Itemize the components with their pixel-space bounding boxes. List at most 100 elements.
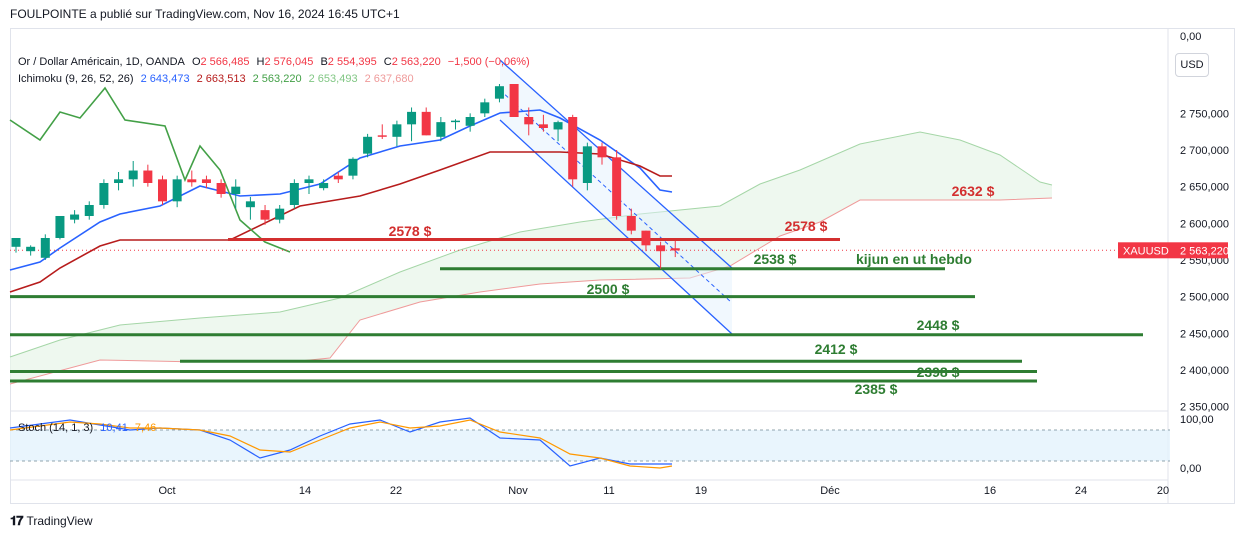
h-value: 2 576,045	[264, 56, 314, 68]
currency-button[interactable]: USD	[1175, 53, 1209, 77]
b-label: B	[320, 56, 328, 68]
y-tick-2: 2 650,000	[1180, 182, 1229, 194]
span-b-value: 2 637,680	[364, 73, 414, 85]
ohlc-legend: Or / Dollar Américain, 1D, OANDA O2 566,…	[18, 56, 534, 68]
y-tick-5: 2 500,000	[1180, 292, 1229, 304]
level-label-3: 2448 $	[917, 317, 960, 333]
candle-body-35	[524, 117, 534, 125]
candle-body-2	[40, 237, 50, 258]
y-tick-0: 2 750,000	[1180, 108, 1229, 120]
price-badge-value: 2 563,220	[1180, 245, 1229, 257]
x-tick-9: 20	[1157, 485, 1169, 497]
candle-body-11	[172, 179, 182, 202]
change-value: −1,500 (−0,06%)	[447, 56, 530, 68]
candle-body-36	[538, 124, 548, 129]
candle-body-26	[392, 124, 402, 137]
candle-body-39	[582, 146, 592, 183]
candle-body-24	[363, 136, 373, 154]
publisher-line: FOULPOINTE a publié sur TradingView.com,…	[10, 7, 400, 21]
candle-body-33	[494, 86, 504, 99]
stoch-legend: Stoch (14, 1, 3) 10,41 7,46	[18, 422, 160, 434]
x-tick-0: Oct	[158, 485, 175, 497]
candle-body-13	[201, 179, 211, 183]
candle-body-42	[626, 215, 636, 231]
o-label: O	[191, 56, 201, 68]
tradingview-logo-icon: 𝟏𝟕	[10, 513, 24, 528]
chikou-value: 2 563,220	[252, 73, 302, 85]
tenkan-value: 2 643,473	[140, 73, 190, 85]
candle-body-28	[421, 111, 431, 136]
stoch-band	[10, 430, 1170, 461]
candle-body-41	[612, 157, 622, 216]
span-a-value: 2 653,493	[308, 73, 358, 85]
candle-body-44	[656, 245, 666, 252]
x-tick-6: Déc	[820, 485, 840, 497]
price-badge	[1118, 242, 1228, 259]
tenkan-line	[9, 109, 673, 271]
candle-body-21	[319, 182, 329, 189]
b-value: 2 554,395	[327, 56, 377, 68]
ichimoku-cloud	[10, 132, 1052, 384]
candle-body-23	[348, 158, 358, 176]
candle-body-40	[597, 146, 607, 158]
channel-lower-line	[499, 119, 733, 335]
candle-body-25	[377, 135, 387, 137]
candle-body-31	[465, 117, 475, 126]
span-b-label: 2632 $	[952, 183, 995, 199]
top-tick: 0,00	[1180, 31, 1201, 43]
candle-body-45	[670, 248, 680, 251]
candle-body-5	[84, 204, 94, 216]
y-tick-7: 2 400,000	[1180, 365, 1229, 377]
x-tick-1: 14	[299, 485, 311, 497]
y-tick-1: 2 700,000	[1180, 145, 1229, 157]
candle-body-19	[289, 182, 299, 205]
candle-body-29	[436, 122, 446, 137]
candle-body-22	[333, 175, 343, 180]
candle-body-14	[216, 182, 226, 194]
x-tick-7: 16	[984, 485, 996, 497]
channel-resist-label: 2578 $	[785, 218, 828, 234]
c-label: C	[383, 56, 392, 68]
x-tick-2: 22	[390, 485, 402, 497]
candle-body-9	[143, 170, 153, 183]
y-tick-3: 2 600,000	[1180, 218, 1229, 230]
ichimoku-label: Ichimoku (9, 26, 52, 26)	[18, 73, 134, 85]
candle-body-34	[509, 84, 519, 118]
candle-body-43	[641, 230, 651, 246]
level-label-5: 2398 $	[917, 364, 960, 380]
ichimoku-legend: Ichimoku (9, 26, 52, 26) 2 643,473 2 663…	[18, 73, 418, 85]
candle-body-3	[55, 215, 65, 238]
candle-body-0	[11, 237, 21, 247]
price-badge-symbol: XAUUSD	[1123, 245, 1169, 257]
chikou-line	[9, 86, 291, 253]
stoch-d-line	[9, 419, 673, 469]
candle-body-7	[114, 179, 124, 183]
y-tick-6: 2 450,000	[1180, 328, 1229, 340]
level-label-4: 2412 $	[815, 341, 858, 357]
stoch-label: Stoch (14, 1, 3)	[18, 422, 94, 434]
x-tick-4: 11	[603, 485, 614, 497]
footer-brand[interactable]: 𝟏𝟕 TradingView	[10, 513, 93, 529]
kijun-annotation: kijun en ut hebdo	[856, 251, 972, 267]
candle-body-27	[407, 111, 417, 125]
candle-body-6	[99, 182, 109, 205]
level-label-2: 2500 $	[587, 281, 630, 297]
candle-body-32	[480, 102, 490, 114]
o-value: 2 566,485	[200, 56, 250, 68]
candle-body-12	[187, 179, 197, 183]
candle-body-15	[231, 186, 241, 194]
chart-frame	[10, 28, 1235, 504]
candle-body-17	[260, 210, 270, 220]
stoch-k-value: 10,41	[100, 422, 128, 434]
candle-body-8	[128, 170, 138, 180]
candle-body-10	[158, 179, 167, 202]
stoch-d-value: 7,46	[134, 422, 157, 434]
candle-body-30	[451, 120, 460, 123]
c-value: 2 563,220	[391, 56, 441, 68]
candle-body-37	[553, 122, 563, 130]
stoch-k-line	[9, 417, 672, 467]
candle-body-1	[26, 246, 36, 252]
y-tick-8: 2 350,000	[1180, 402, 1229, 414]
kijun-value: 2 663,513	[196, 73, 246, 85]
